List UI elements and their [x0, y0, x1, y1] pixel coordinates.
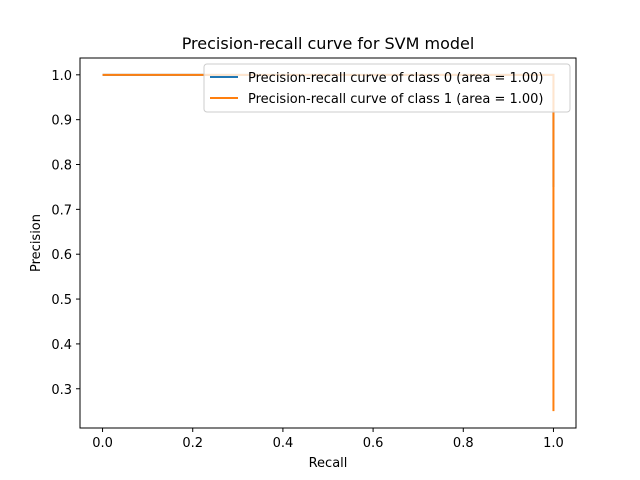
legend-label-class-1: Precision-recall curve of class 1 (area … [248, 92, 543, 107]
y-tick-label: 0.6 [51, 248, 72, 263]
x-axis: 0.0 0.2 0.4 0.6 0.8 1.0 [92, 428, 564, 451]
y-tick-label: 0.3 [51, 383, 72, 398]
legend-box [203, 63, 571, 113]
x-tick-label: 0.2 [182, 436, 203, 451]
x-tick-label: 0.0 [92, 436, 113, 451]
y-tick-label: 0.7 [51, 203, 72, 218]
x-tick-label: 1.0 [543, 436, 564, 451]
x-tick-label: 0.6 [363, 436, 384, 451]
y-tick-label: 0.9 [51, 114, 72, 129]
y-axis-label: Precision [29, 214, 44, 272]
x-axis-label: Recall [309, 456, 348, 471]
legend-label-class-0: Precision-recall curve of class 0 (area … [248, 71, 543, 86]
plot-area-frame [79, 57, 577, 429]
y-tick-label: 1.0 [51, 69, 72, 84]
y-tick-label: 0.4 [51, 338, 72, 353]
chart-title: Precision-recall curve for SVM model [182, 34, 475, 53]
x-tick-label: 0.4 [273, 436, 294, 451]
x-tick-label: 0.8 [453, 436, 474, 451]
y-tick-label: 0.5 [51, 293, 72, 308]
legend: Precision-recall curve of class 0 (area … [203, 63, 571, 113]
y-tick-label: 0.8 [51, 159, 72, 174]
y-axis: 0.3 0.4 0.5 0.6 0.7 0.8 0.9 1.0 [51, 69, 80, 398]
